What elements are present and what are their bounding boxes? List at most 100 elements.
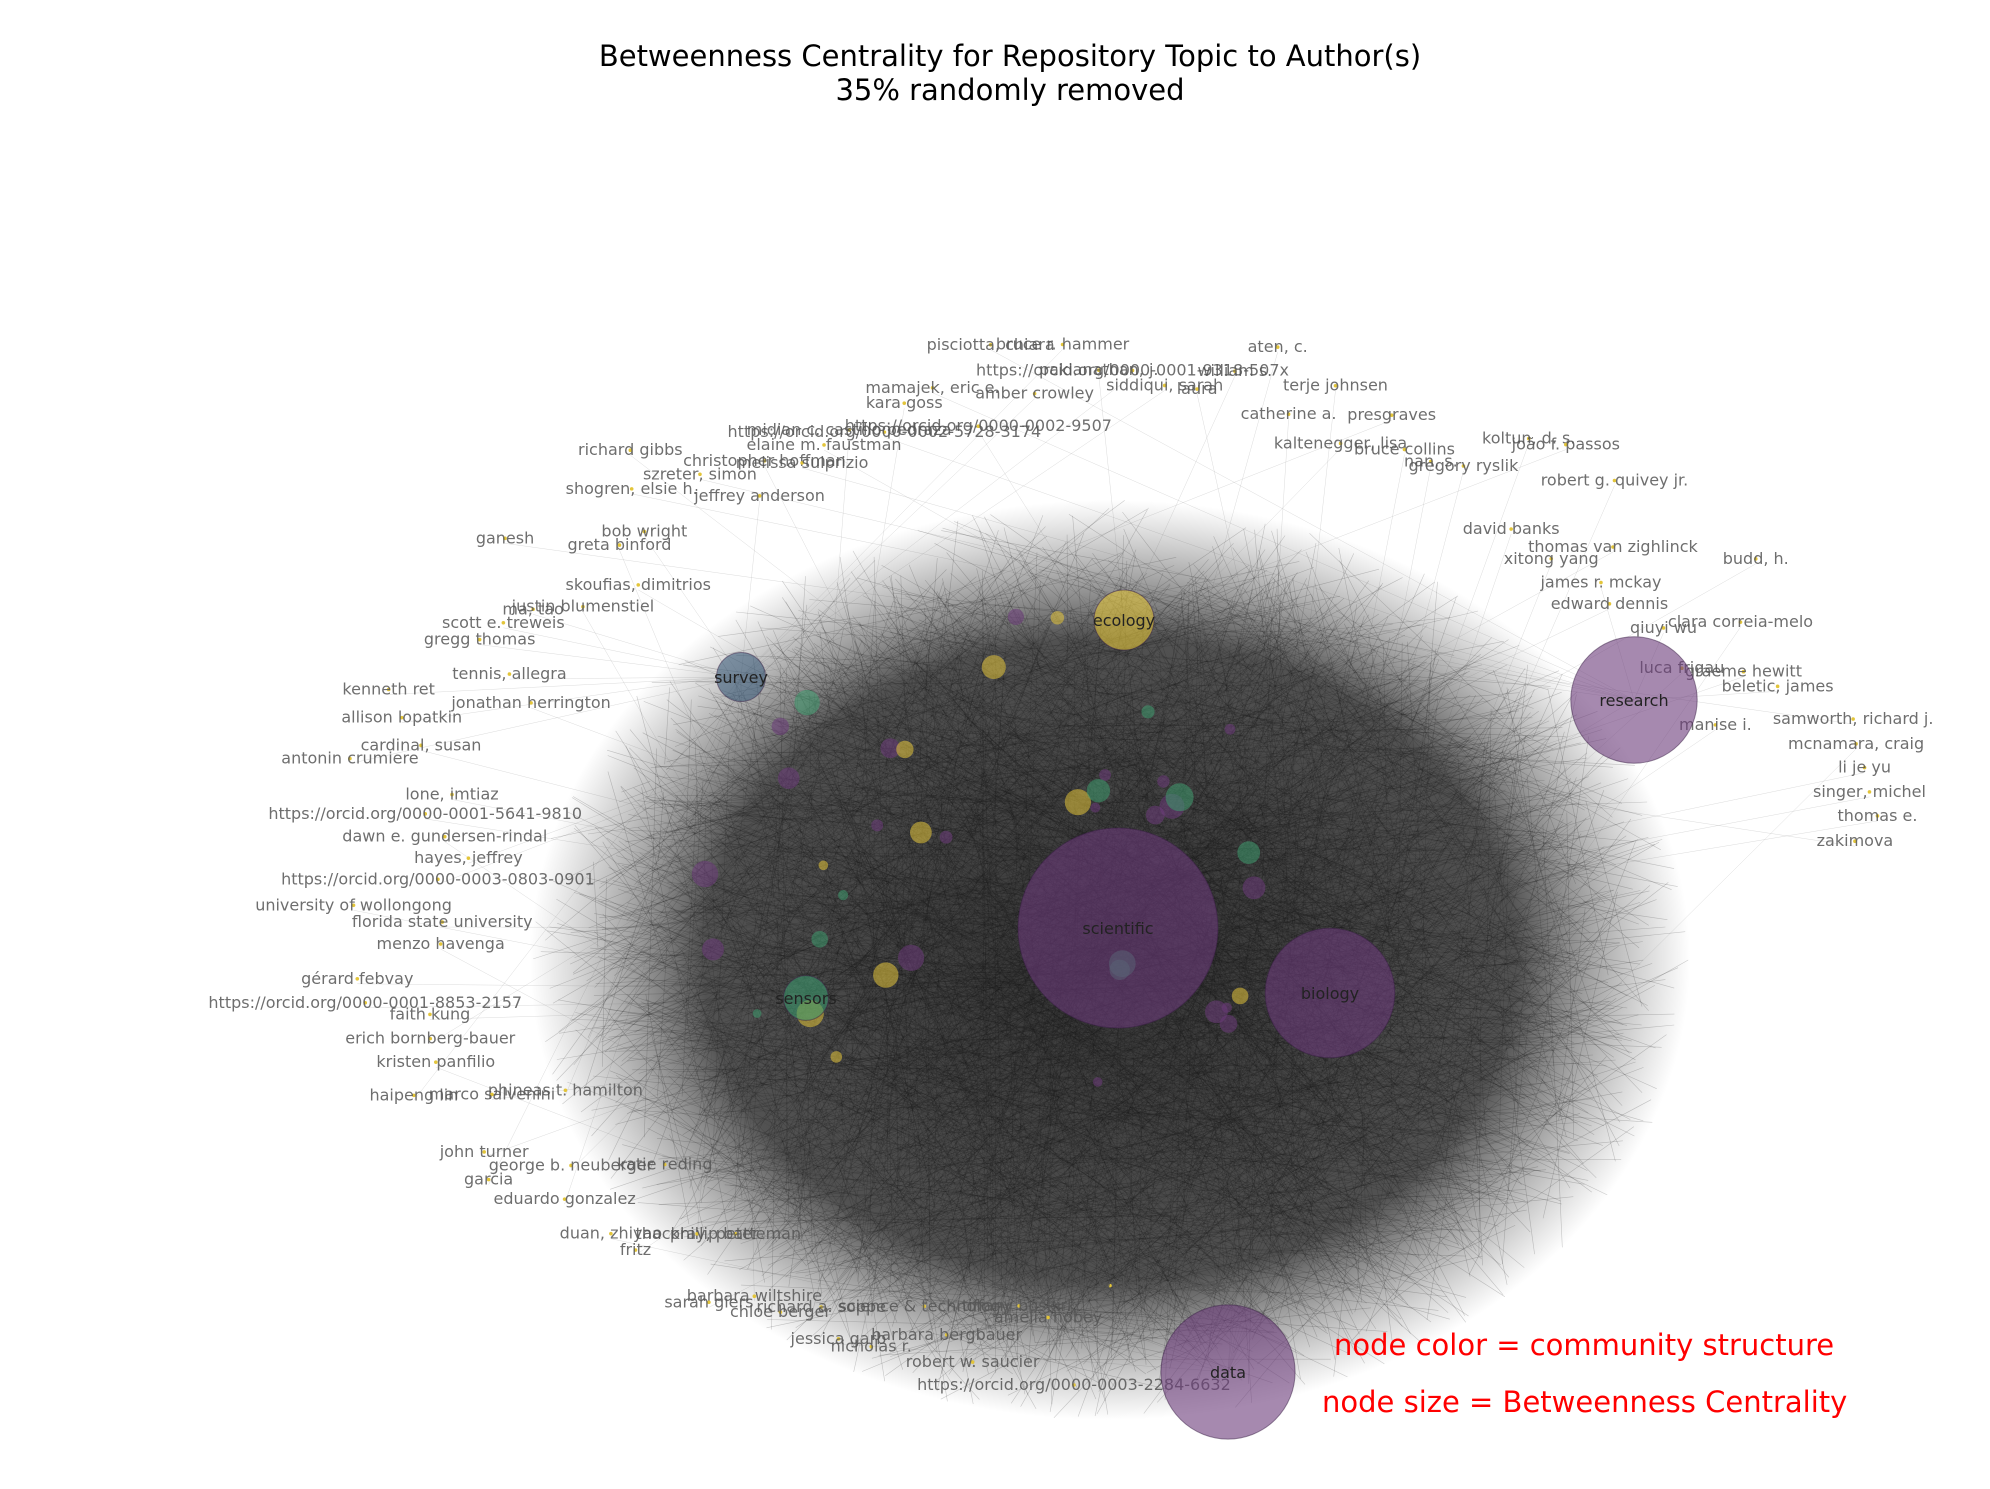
dense-edge <box>1189 756 1515 944</box>
dense-edge <box>607 755 1013 915</box>
dense-edge <box>1231 667 1643 1093</box>
dense-edge <box>1148 621 1620 1035</box>
dense-edge <box>1486 708 1492 961</box>
dense-edge <box>1172 670 1560 837</box>
dense-edge <box>1137 665 1507 1019</box>
dense-edge <box>689 707 1276 847</box>
dense-edge <box>1351 818 1632 1207</box>
dense-edge <box>852 844 1242 1238</box>
dense-edge <box>1066 1039 1327 1318</box>
dense-edge <box>713 1024 857 1352</box>
dense-edge <box>854 640 874 682</box>
dense-edge <box>837 987 1500 1219</box>
dense-edge <box>886 1011 1275 1245</box>
peripheral-node-dot <box>752 1294 757 1298</box>
dense-edge <box>1415 663 1431 1219</box>
dense-edge <box>1200 559 1280 733</box>
dense-edge <box>1049 1057 1052 1263</box>
peripheral-node-dot <box>757 494 762 498</box>
dense-edge <box>634 1109 1400 1163</box>
dense-edge <box>748 638 1037 1209</box>
dense-edge <box>801 843 811 897</box>
dense-edge <box>909 1081 1391 1131</box>
dense-edge <box>703 1053 1119 1117</box>
peripheral-node-dot <box>1108 1283 1112 1288</box>
dense-edge <box>570 775 961 1022</box>
dense-edge <box>612 880 1510 1147</box>
dense-edge <box>736 629 1227 1165</box>
peripheral-node-dot <box>988 342 993 347</box>
dense-edge <box>1074 1107 1410 1230</box>
dense-edge <box>1212 827 1366 948</box>
peripheral-node-dot <box>1867 790 1872 794</box>
dense-edge <box>1046 1194 1069 1310</box>
peripheral-node-label: tennis, allegra <box>452 664 566 683</box>
dense-edge <box>788 633 1169 796</box>
peripheral-node-label: thomas van zighlinck <box>1528 537 1698 556</box>
dense-edge <box>1180 1099 1243 1211</box>
dense-edge <box>1036 637 1254 717</box>
dense-edge <box>885 1045 1346 1377</box>
dense-edge <box>668 1075 911 1312</box>
dense-edge <box>757 621 967 1098</box>
dense-edge <box>841 743 1043 1170</box>
dense-edge <box>947 952 1299 1138</box>
dense-edge <box>971 1192 1080 1355</box>
dense-edge <box>1060 640 1426 720</box>
dense-edge <box>574 825 921 1231</box>
dense-edge <box>948 559 1224 912</box>
dense-edge <box>733 659 1135 1101</box>
dense-edge <box>827 890 946 1213</box>
dense-edge <box>828 925 969 1191</box>
dense-edge <box>892 600 1151 716</box>
dense-edge <box>749 903 769 1178</box>
dense-edge <box>905 570 1004 612</box>
dense-edge <box>674 864 1205 1367</box>
dense-edge <box>1188 706 1252 1145</box>
dense-edge <box>1185 1117 1238 1285</box>
dense-edge <box>726 792 1291 1075</box>
dense-edge <box>937 1233 1037 1410</box>
dense-edge <box>1066 1231 1305 1372</box>
dense-edge <box>1542 891 1618 1219</box>
dense-edge <box>1098 1139 1419 1270</box>
dense-edge <box>767 715 891 1139</box>
dense-edge <box>876 872 1172 1162</box>
dense-edge <box>872 757 1276 1304</box>
dense-edge <box>879 719 1543 987</box>
dense-edge <box>947 663 1061 1345</box>
peripheral-node-dot <box>822 443 826 447</box>
dense-edge <box>739 667 1159 1196</box>
dense-edge <box>1020 941 1284 1407</box>
dense-edge <box>1148 1245 1467 1257</box>
dense-edge <box>848 1084 1197 1300</box>
dense-edge <box>910 594 1101 951</box>
dense-edge <box>805 1076 1338 1199</box>
dense-edge <box>1221 1063 1538 1222</box>
dense-edge <box>1323 683 1525 1301</box>
dense-edge <box>896 1031 899 1224</box>
dense-edge <box>1251 991 1407 1340</box>
dense-edge <box>857 1212 1058 1315</box>
dense-edge <box>633 767 988 1022</box>
dense-edge <box>616 737 887 910</box>
dense-edge <box>1210 996 1531 1175</box>
dense-edge <box>902 1121 1224 1203</box>
peripheral-node-label: elaine m. faustman <box>746 435 901 454</box>
dense-edge <box>864 890 932 1226</box>
dense-edge <box>911 1101 1385 1125</box>
dense-edge <box>935 1107 1134 1297</box>
dense-edge <box>1002 622 1242 778</box>
dense-edge <box>730 690 1068 881</box>
dense-edge <box>731 756 1169 1184</box>
dense-edge <box>1239 657 1605 953</box>
dense-edge <box>1122 631 1263 793</box>
dense-edge <box>1246 801 1648 817</box>
dense-edge <box>1094 1066 1348 1297</box>
dense-edge <box>940 1139 1365 1225</box>
dense-edge <box>1306 582 1384 693</box>
node-dot <box>811 931 828 948</box>
dense-edge <box>658 1101 1296 1160</box>
dense-edge <box>808 1053 1247 1265</box>
peripheral-node-label: katie reding <box>617 1155 712 1174</box>
